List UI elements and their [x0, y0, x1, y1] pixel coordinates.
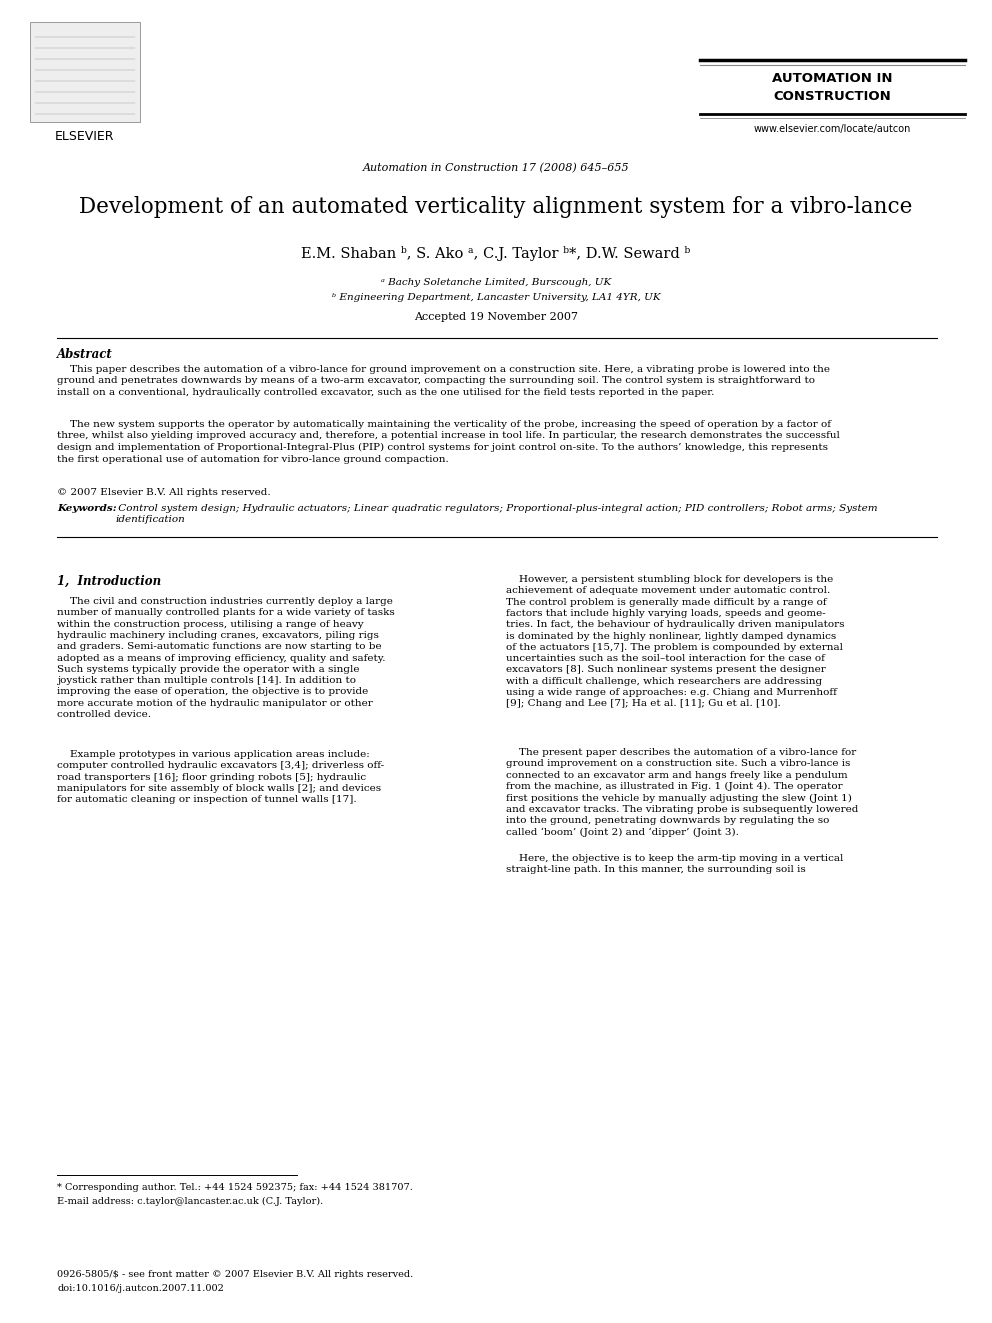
Text: © 2007 Elsevier B.V. All rights reserved.: © 2007 Elsevier B.V. All rights reserved… [57, 488, 271, 497]
Text: AUTOMATION IN: AUTOMATION IN [772, 71, 892, 85]
Text: ELSEVIER: ELSEVIER [56, 130, 115, 143]
Text: E.M. Shaban ᵇ, S. Ako ᵃ, C.J. Taylor ᵇ*, D.W. Seward ᵇ: E.M. Shaban ᵇ, S. Ako ᵃ, C.J. Taylor ᵇ*,… [302, 246, 690, 261]
Text: www.elsevier.com/locate/autcon: www.elsevier.com/locate/autcon [753, 124, 911, 134]
Text: Control system design; Hydraulic actuators; Linear quadratic regulators; Proport: Control system design; Hydraulic actuato… [115, 504, 878, 524]
Text: ᵇ Engineering Department, Lancaster University, LA1 4YR, UK: ᵇ Engineering Department, Lancaster Univ… [331, 292, 661, 302]
Text: Keywords:: Keywords: [57, 504, 117, 513]
Text: Example prototypes in various application areas include:
computer controlled hyd: Example prototypes in various applicatio… [57, 750, 384, 804]
Text: 1,  Introduction: 1, Introduction [57, 576, 161, 587]
Text: This paper describes the automation of a vibro-lance for ground improvement on a: This paper describes the automation of a… [57, 365, 830, 397]
Text: Abstract: Abstract [57, 348, 113, 361]
Text: ᵃ Bachy Soletanche Limited, Burscough, UK: ᵃ Bachy Soletanche Limited, Burscough, U… [381, 278, 611, 287]
Text: doi:10.1016/j.autcon.2007.11.002: doi:10.1016/j.autcon.2007.11.002 [57, 1285, 224, 1293]
Text: * Corresponding author. Tel.: +44 1524 592375; fax: +44 1524 381707.: * Corresponding author. Tel.: +44 1524 5… [57, 1183, 413, 1192]
Text: However, a persistent stumbling block for developers is the
achievement of adequ: However, a persistent stumbling block fo… [506, 576, 844, 708]
Text: Development of an automated verticality alignment system for a vibro-lance: Development of an automated verticality … [79, 196, 913, 218]
Text: Here, the objective is to keep the arm-tip moving in a vertical
straight-line pa: Here, the objective is to keep the arm-t… [506, 855, 843, 875]
Text: The new system supports the operator by automatically maintaining the verticalit: The new system supports the operator by … [57, 419, 840, 463]
Text: E-mail address: c.taylor@lancaster.ac.uk (C.J. Taylor).: E-mail address: c.taylor@lancaster.ac.uk… [57, 1197, 323, 1207]
Text: CONSTRUCTION: CONSTRUCTION [773, 90, 891, 103]
Text: Automation in Construction 17 (2008) 645–655: Automation in Construction 17 (2008) 645… [363, 163, 629, 173]
Text: Accepted 19 November 2007: Accepted 19 November 2007 [414, 312, 578, 321]
Text: 0926-5805/$ - see front matter © 2007 Elsevier B.V. All rights reserved.: 0926-5805/$ - see front matter © 2007 El… [57, 1270, 414, 1279]
Text: The civil and construction industries currently deploy a large
number of manuall: The civil and construction industries cu… [57, 597, 395, 720]
Bar [30, 22, 140, 122]
Text: The present paper describes the automation of a vibro-lance for
ground improveme: The present paper describes the automati… [506, 747, 858, 837]
